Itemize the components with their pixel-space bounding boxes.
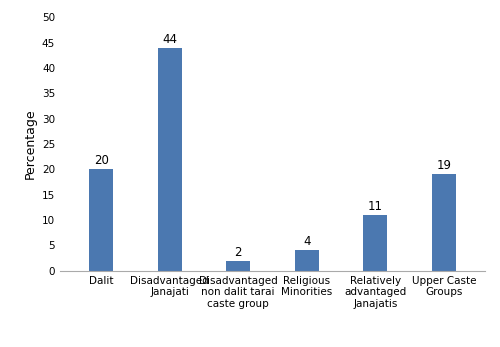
Bar [89, 169, 113, 271]
Text: 2: 2 [234, 245, 242, 259]
Bar [158, 48, 182, 271]
Y-axis label: Percentage: Percentage [24, 109, 36, 179]
Text: 4: 4 [303, 235, 310, 248]
Bar [295, 251, 319, 271]
Text: 44: 44 [162, 33, 177, 46]
Text: 19: 19 [436, 159, 452, 172]
Text: 20: 20 [94, 154, 108, 167]
Text: 11: 11 [368, 200, 383, 213]
Bar [432, 175, 456, 271]
Bar [364, 215, 388, 271]
Bar [226, 261, 250, 271]
